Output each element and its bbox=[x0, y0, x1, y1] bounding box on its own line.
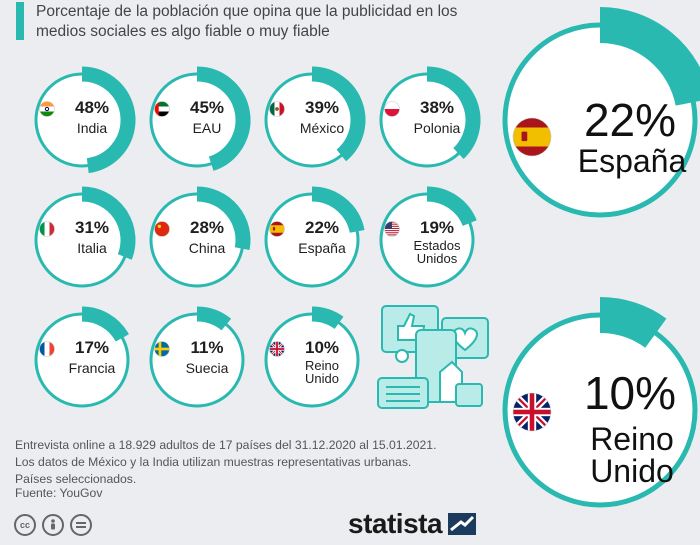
note-line: Entrevista online a 18.929 adultos de 17… bbox=[15, 438, 437, 452]
by-icon[interactable] bbox=[42, 514, 64, 536]
uk-flag bbox=[269, 341, 285, 357]
spain-flag bbox=[512, 117, 552, 157]
country-label: España bbox=[298, 240, 346, 256]
donut-india: 48% India bbox=[34, 66, 136, 174]
spain-flag bbox=[269, 221, 285, 237]
mexico-flag bbox=[269, 101, 285, 117]
donut-arc bbox=[599, 297, 667, 349]
country-label: India bbox=[77, 120, 108, 136]
value-label: 11% bbox=[190, 338, 223, 357]
china-flag bbox=[154, 221, 170, 237]
statista-logo-icon bbox=[448, 513, 477, 535]
note-line: Los datos de México y la India utilizan … bbox=[15, 455, 412, 469]
value-label: 22% bbox=[584, 94, 676, 146]
country-label: Estados bbox=[414, 238, 461, 253]
title-accent-bar bbox=[16, 2, 24, 40]
donut-espana: 22% España bbox=[264, 186, 365, 288]
france-flag bbox=[39, 341, 55, 357]
donut-italia: 31% Italia bbox=[34, 186, 136, 288]
donut-eau: 45% EAU bbox=[149, 66, 251, 171]
uk-flag bbox=[512, 392, 552, 432]
usa-flag bbox=[384, 221, 400, 237]
country-label: EAU bbox=[193, 120, 222, 136]
country-label: Reino bbox=[305, 358, 339, 373]
license-icons: cc bbox=[14, 514, 92, 536]
value-label: 48% bbox=[75, 98, 109, 117]
country-label: México bbox=[300, 120, 345, 136]
country-label: España bbox=[578, 143, 687, 179]
value-label: 28% bbox=[190, 218, 224, 237]
chart-subtitle: Porcentaje de la población que opina que… bbox=[36, 3, 458, 40]
value-label: 38% bbox=[420, 98, 454, 117]
country-label: Unido bbox=[305, 371, 339, 386]
donut-suecia: 11% Suecia bbox=[149, 306, 245, 408]
value-label: 22% bbox=[305, 218, 339, 237]
nd-icon[interactable] bbox=[70, 514, 92, 536]
value-label: 31% bbox=[75, 218, 109, 237]
brand-name: statista bbox=[348, 508, 443, 539]
statista-logo[interactable]: statista bbox=[348, 508, 477, 540]
donut-arc bbox=[599, 7, 700, 107]
donut-arc bbox=[196, 306, 232, 331]
country-label: Suecia bbox=[186, 360, 229, 376]
country-label: Polonia bbox=[414, 120, 461, 136]
value-label: 45% bbox=[190, 98, 224, 117]
poland-flag bbox=[384, 101, 400, 117]
donut-arc bbox=[81, 186, 136, 260]
donut-arc bbox=[81, 66, 136, 174]
highlight-donut-espana: 22%España bbox=[502, 7, 700, 218]
country-label: Unido bbox=[590, 453, 674, 489]
social-media-illustration bbox=[377, 305, 489, 409]
donut-arc bbox=[426, 186, 477, 227]
value-label: 10% bbox=[305, 338, 339, 357]
india-flag bbox=[39, 101, 55, 117]
donut-arc bbox=[196, 66, 251, 171]
country-label: Italia bbox=[77, 240, 107, 256]
value-label: 19% bbox=[420, 218, 454, 237]
donut-arc bbox=[311, 66, 366, 162]
donut-china: 28% China bbox=[149, 186, 251, 288]
source-text: Fuente: YouGov bbox=[15, 486, 103, 500]
italy-flag bbox=[39, 221, 55, 237]
donut-arc bbox=[426, 66, 481, 159]
donut-arc bbox=[311, 306, 344, 330]
donut-francia: 17% Francia bbox=[34, 306, 130, 408]
donut-mexico: 39% México bbox=[264, 66, 366, 168]
value-label: 39% bbox=[305, 98, 339, 117]
country-label: Unidos bbox=[417, 251, 458, 266]
donut-polonia: 38% Polonia bbox=[379, 66, 481, 168]
value-label: 10% bbox=[584, 367, 676, 419]
cc-icon[interactable]: cc bbox=[14, 514, 36, 536]
sweden-flag bbox=[154, 341, 170, 357]
value-label: 17% bbox=[75, 338, 109, 357]
notes: Entrevista online a 18.929 adultos de 17… bbox=[15, 437, 495, 488]
note-line: Países seleccionados. bbox=[15, 472, 137, 486]
country-label: Francia bbox=[69, 360, 116, 376]
country-label: China bbox=[189, 240, 226, 256]
donut-arc bbox=[81, 306, 129, 342]
donut-arc bbox=[311, 186, 365, 234]
country-label: Reino bbox=[590, 421, 674, 457]
uae-flag bbox=[154, 101, 170, 117]
donut-arc bbox=[196, 186, 251, 251]
